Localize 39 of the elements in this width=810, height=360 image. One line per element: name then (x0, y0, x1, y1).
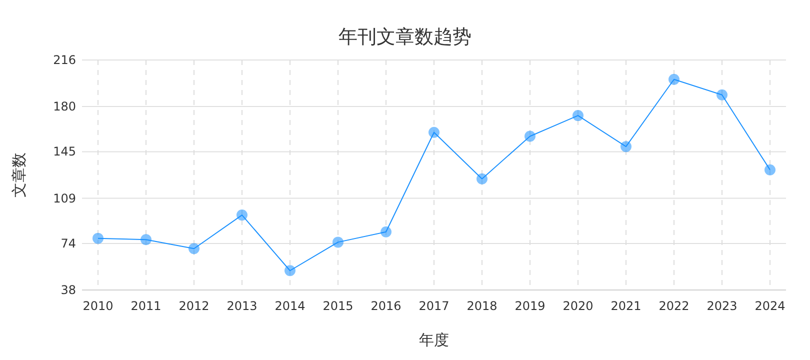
x-tick-label: 2010 (82, 299, 114, 313)
x-tick-label: 2023 (706, 299, 738, 313)
point (764, 164, 776, 176)
y-tick-label: 180 (53, 100, 76, 114)
point (188, 243, 200, 254)
x-tick-label: 2022 (658, 299, 690, 313)
x-tick-label: 2024 (754, 299, 786, 313)
x-tick-label: 2011 (130, 299, 162, 313)
x-tick-label: 2014 (274, 299, 306, 313)
point (716, 89, 728, 100)
point (620, 141, 632, 152)
x-tick-label: 2015 (322, 299, 354, 313)
point (92, 232, 104, 244)
x-tick-label: 2013 (226, 299, 258, 313)
x-axis-title: 年度 (419, 331, 449, 349)
point (428, 126, 440, 138)
y-tick-label: 145 (53, 144, 76, 159)
y-tick-label: 38 (60, 283, 76, 297)
point (476, 173, 488, 184)
point (572, 110, 584, 122)
point (380, 226, 392, 238)
point (668, 74, 680, 85)
y-tick-label: 74 (60, 236, 76, 250)
point (140, 234, 152, 246)
point (524, 130, 536, 142)
x-tick-label: 2018 (466, 299, 498, 313)
x-tick-label: 2021 (610, 299, 642, 313)
point (284, 265, 296, 276)
y-tick-label: 216 (53, 53, 76, 67)
y-tick-label: 109 (53, 191, 76, 206)
x-tick-label: 2019 (514, 299, 546, 313)
x-tick-label: 2017 (418, 299, 450, 313)
x-tick-label: 2020 (562, 299, 594, 313)
x-tick-label: 2016 (370, 299, 402, 313)
point (332, 236, 344, 248)
y-axis-title: 文章数 (10, 152, 28, 198)
point (236, 210, 248, 221)
chart-title: 年刊文章数趋势 (338, 26, 472, 48)
x-tick-label: 2012 (178, 299, 210, 313)
